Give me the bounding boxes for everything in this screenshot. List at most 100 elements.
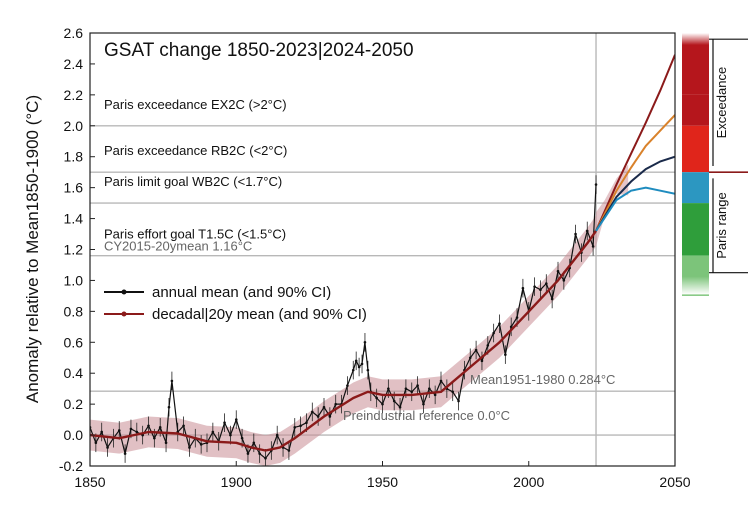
annual-point <box>585 229 589 233</box>
y-tick-label: 2.2 <box>64 87 84 103</box>
reference-label-0: CY2015-20ymean 1.16°C <box>104 239 252 254</box>
annual-point <box>246 452 250 455</box>
threshold-label-2: Paris limit goal WB2C (<1.7°C) <box>104 174 282 189</box>
y-tick-label: 2.4 <box>64 56 84 72</box>
annual-point <box>404 387 408 390</box>
annual-point <box>188 446 191 449</box>
annual-point <box>106 446 109 449</box>
annual-point <box>264 456 267 460</box>
annual-point <box>258 452 261 455</box>
y-tick-label: 1.6 <box>64 180 84 196</box>
legend: annual mean (and 90% CI) decadal|20y mean… <box>104 284 367 323</box>
annual-point <box>293 426 297 429</box>
annual-point <box>182 424 185 428</box>
y-tick-label: 2.0 <box>64 118 84 134</box>
annual-point <box>147 424 150 428</box>
annual-point <box>164 441 168 445</box>
legend-swatch-dot <box>121 289 127 295</box>
exceedance-label: Exceedance <box>714 67 729 139</box>
annual-point <box>398 405 402 409</box>
projection-line-RB2C <box>595 114 675 232</box>
annual-point <box>153 436 156 440</box>
annual-point <box>311 410 314 414</box>
threshold-label-1: Paris exceedance RB2C (<2°C) <box>104 143 287 158</box>
annual-point <box>533 285 536 288</box>
x-tick-label: 1850 <box>74 474 105 490</box>
annual-point <box>504 353 507 356</box>
annual-point <box>240 436 244 440</box>
annual-point <box>223 421 226 425</box>
annual-point <box>328 415 332 418</box>
y-tick-label: -0.2 <box>59 458 83 474</box>
y-tick-label: 1.0 <box>64 272 84 288</box>
annual-point <box>545 282 548 285</box>
annual-point <box>515 316 519 319</box>
annual-point <box>428 387 431 390</box>
annual-point <box>410 390 414 394</box>
side-bar-fade-top <box>682 33 709 45</box>
annual-point <box>474 348 478 352</box>
x-tick-label: 1900 <box>221 474 252 490</box>
y-tick-label: 0.0 <box>64 427 84 443</box>
annual-point <box>354 359 358 363</box>
annual-point <box>521 286 525 290</box>
scenario-side-bar: Exceedance Paris range <box>682 33 748 296</box>
annual-point <box>322 405 326 409</box>
annual-point <box>351 368 355 372</box>
projection-line-T1.5C <box>595 186 675 232</box>
annual-point <box>135 430 139 434</box>
annual-point <box>556 269 560 273</box>
decadal-ci-band <box>90 215 596 466</box>
annual-point <box>480 359 484 363</box>
annual-point <box>170 379 174 383</box>
annual-point <box>375 396 378 400</box>
annual-point <box>498 322 501 326</box>
annual-point <box>275 433 279 437</box>
y-axis: -0.2 0.0 0.2 0.4 0.6 0.8 1.0 1.2 1.4 1.6 1.8 2.0 2.2… <box>59 25 95 474</box>
reference-label-1: Mean1951-1980 0.284°C <box>470 372 615 387</box>
annual-point <box>550 297 554 301</box>
annual-point <box>299 424 302 428</box>
y-axis-label: Anomaly relative to Mean1850-1900 (°C) <box>23 95 42 403</box>
threshold-labels: Paris exceedance EX2C (>2°C) Paris exceed… <box>104 97 615 423</box>
annual-point <box>387 387 390 390</box>
annual-point <box>158 426 162 429</box>
annual-point <box>486 344 490 347</box>
threshold-label-0: Paris exceedance EX2C (>2°C) <box>104 97 287 112</box>
paris-range-label: Paris range <box>714 192 729 258</box>
reference-label-2: Preindustrial reference 0.0°C <box>343 408 510 423</box>
y-tick-label: 0.2 <box>64 396 84 412</box>
legend-swatch-dot <box>121 311 127 317</box>
y-tick-label: 0.4 <box>64 365 84 381</box>
x-axis: 1850 1900 1950 2000 2050 <box>74 461 691 490</box>
annual-point <box>574 232 577 236</box>
annual-point <box>451 390 455 394</box>
annual-point <box>539 288 542 292</box>
annual-point <box>422 402 425 406</box>
y-tick-label: 1.8 <box>64 149 84 165</box>
annual-point <box>360 362 364 366</box>
annual-point <box>94 441 98 445</box>
side-bar-fade-bottom <box>682 276 709 295</box>
annual-point <box>591 245 595 248</box>
annual-point <box>229 433 232 437</box>
annual-point <box>123 452 127 455</box>
annual-point <box>468 356 472 360</box>
annual-point <box>381 402 384 406</box>
annual-point <box>433 393 437 397</box>
annual-point <box>199 443 203 446</box>
projection-line-WB2C <box>595 155 675 232</box>
annual-point <box>366 368 370 372</box>
annual-point <box>439 379 443 383</box>
annual-point <box>316 415 320 418</box>
x-tick-label: 2000 <box>513 474 544 490</box>
annual-point <box>594 183 598 186</box>
legend-label-0: annual mean (and 90% CI) <box>152 284 331 301</box>
y-tick-label: 0.6 <box>64 334 84 350</box>
y-tick-label: 2.6 <box>64 25 84 41</box>
annual-point <box>252 441 256 445</box>
annual-point <box>100 430 103 434</box>
projection-line-EX2C <box>595 54 675 232</box>
annual-point <box>562 279 566 282</box>
